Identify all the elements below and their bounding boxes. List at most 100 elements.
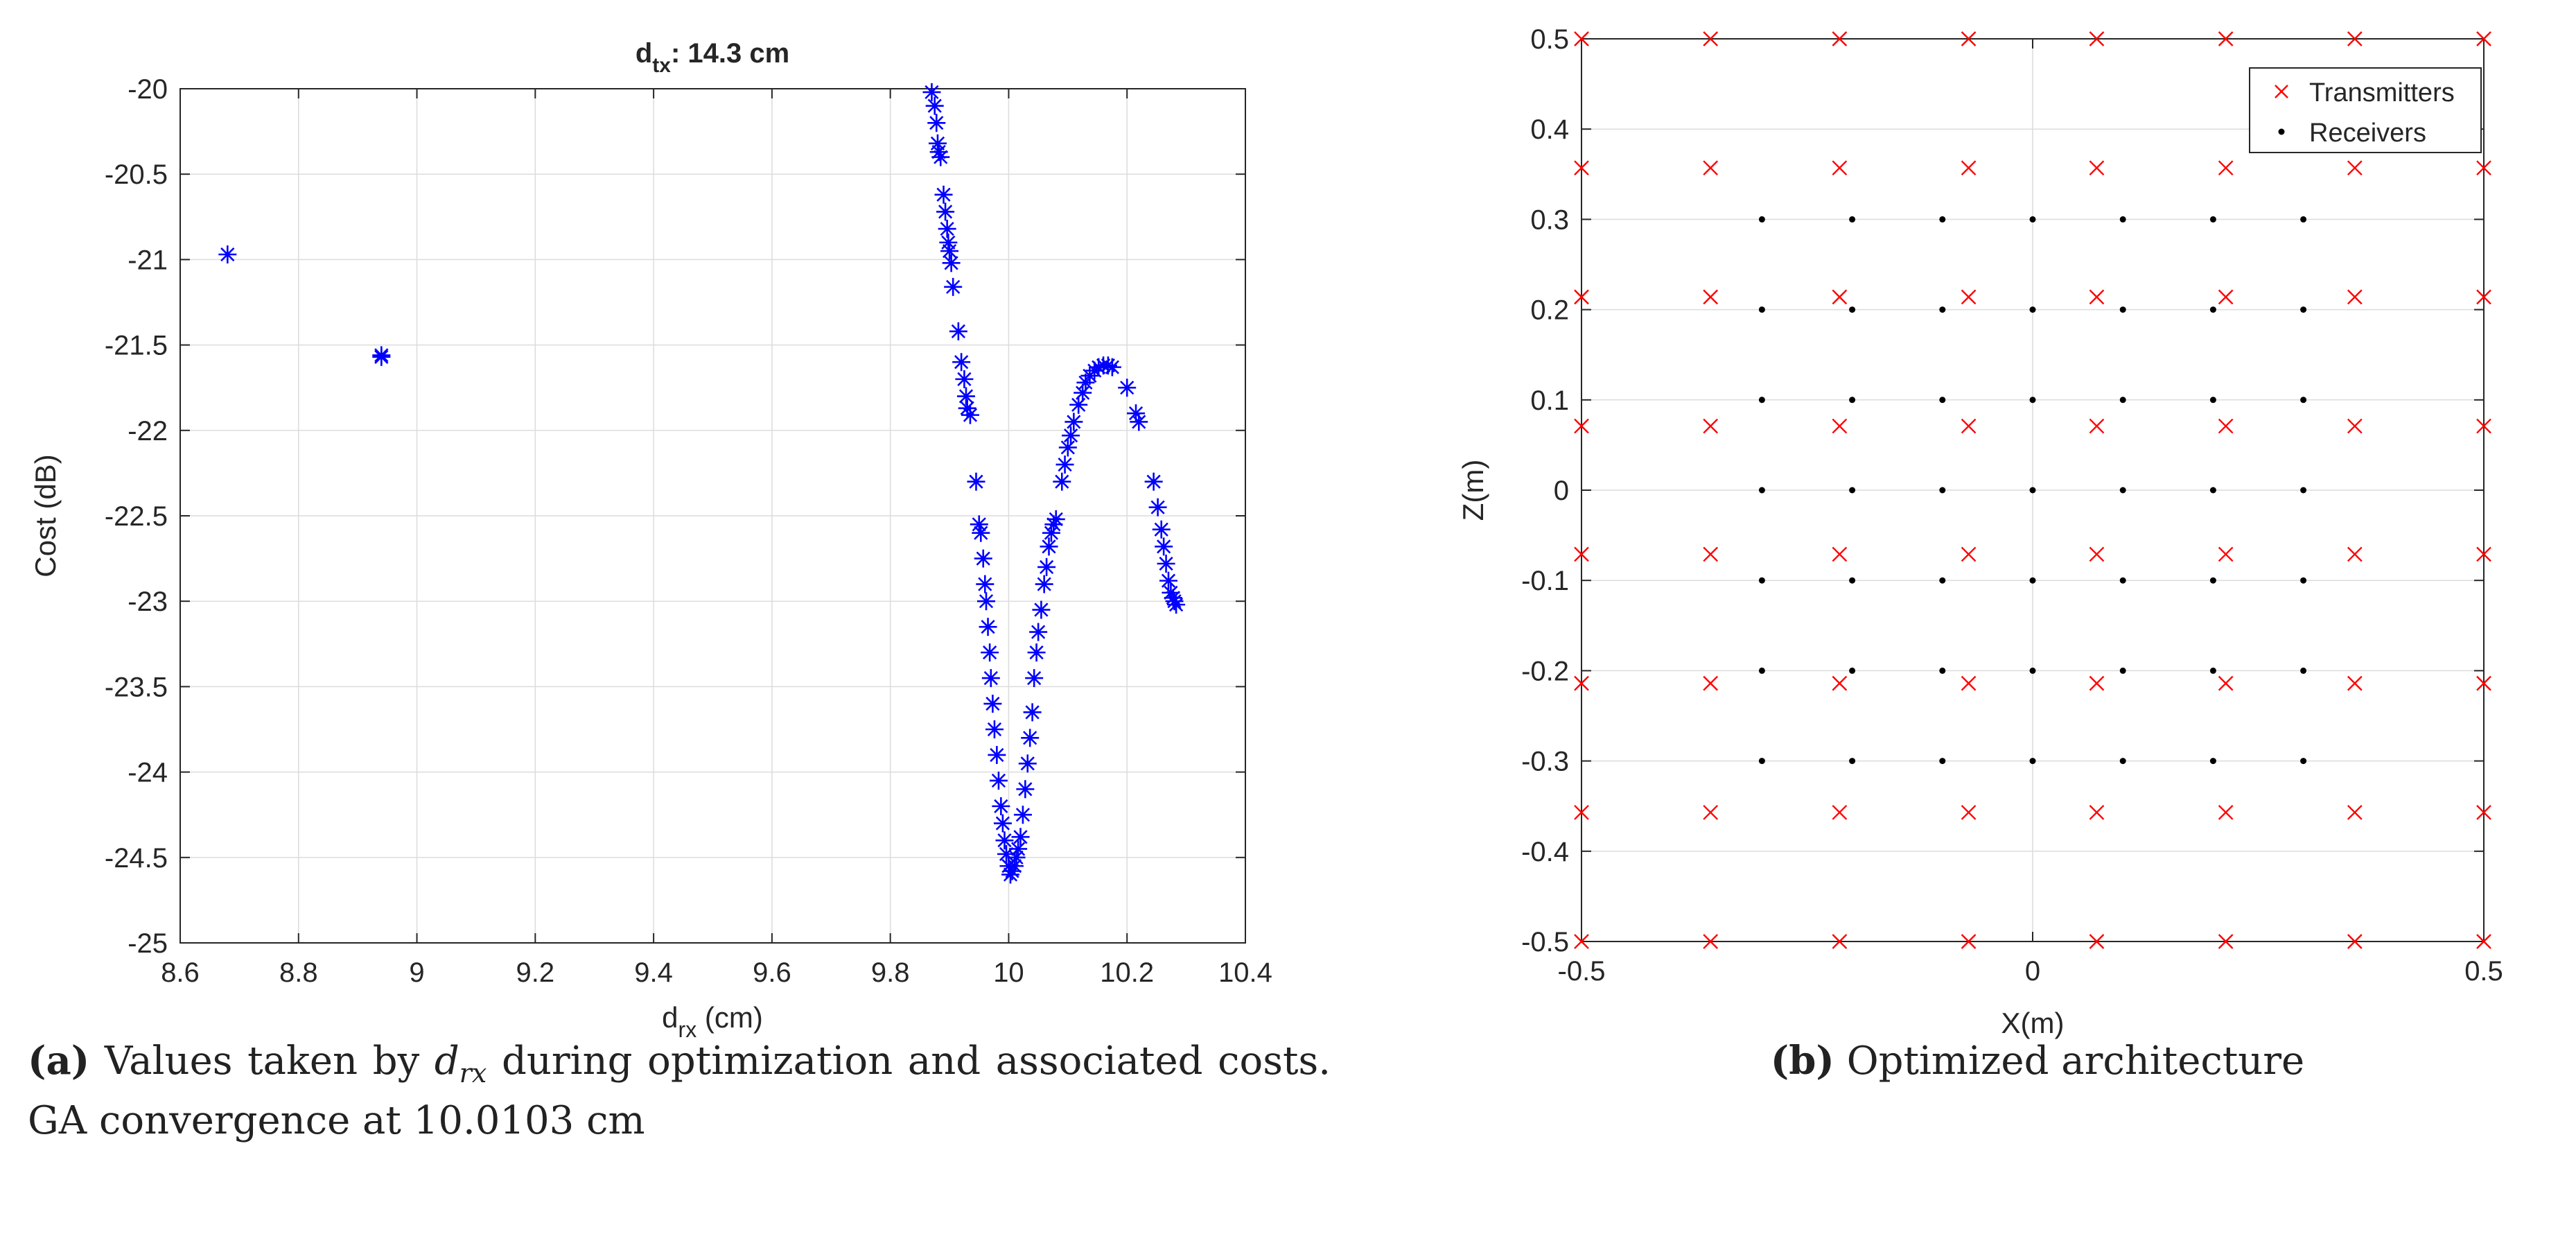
series-cost-points	[218, 83, 1186, 884]
legend: Transmitters Receivers	[2249, 67, 2482, 153]
transmitter-marker	[2218, 934, 2234, 949]
x-tick-label: 0.5	[2464, 956, 2503, 987]
y-tick-label: 0.4	[1530, 114, 1569, 145]
transmitter-marker	[2347, 546, 2363, 562]
transmitter-marker	[2089, 546, 2105, 562]
cost-point	[1007, 848, 1026, 867]
transmitter-marker	[2476, 31, 2491, 46]
transmitter-marker	[1961, 675, 1977, 691]
receiver-marker	[1758, 306, 1765, 313]
transmitter-marker	[1832, 160, 1848, 176]
receiver-marker	[1939, 216, 1946, 223]
transmitter-marker	[2089, 804, 2105, 820]
x-tick-label: 9.8	[871, 957, 910, 988]
receiver-marker	[2300, 216, 2307, 223]
receiver-marker	[2209, 667, 2216, 674]
y-tick-label: -22	[128, 416, 168, 446]
cost-point	[1118, 379, 1137, 397]
cost-point	[974, 549, 992, 568]
cost-point	[1029, 623, 1048, 641]
transmitter-marker	[1703, 160, 1719, 176]
caption-a-var-main: d	[434, 1039, 459, 1084]
cost-point	[967, 472, 985, 491]
receiver-marker	[1758, 216, 1765, 223]
cost-point	[1046, 510, 1065, 528]
title-sub: tx	[652, 54, 671, 77]
receiver-marker	[2300, 306, 2307, 313]
receiver-marker	[1849, 487, 1856, 494]
transmitter-marker	[1832, 934, 1848, 949]
receiver-marker	[2029, 758, 2036, 765]
transmitter-marker	[2347, 418, 2363, 434]
y-tick-label: -20.5	[105, 159, 168, 190]
transmitter-marker	[2476, 546, 2491, 562]
title-rest: : 14.3 cm	[671, 38, 789, 69]
cost-point	[1053, 472, 1071, 491]
y-tick-label: 0.3	[1530, 205, 1569, 235]
y-tick-label: -21.5	[105, 331, 168, 361]
x-tick-label: -0.5	[1558, 956, 1606, 987]
transmitter-marker	[1703, 418, 1719, 434]
legend-label-receivers: Receivers	[2309, 119, 2426, 148]
transmitter-marker	[1574, 804, 1589, 820]
cost-point	[1016, 780, 1035, 799]
cost-point	[940, 242, 959, 261]
chart-optimized-architecture: -0.5 0 0.5 0.5 0.4 0.3 0.2 0.1 0 -0.1 -0.2 -0.3 -0.4…	[1457, 24, 2503, 1039]
receiver-marker	[1758, 667, 1765, 674]
receiver-marker	[2209, 758, 2216, 765]
transmitter-marker	[2218, 804, 2234, 820]
receiver-marker	[2119, 577, 2126, 584]
cost-point	[931, 148, 950, 166]
transmitter-marker	[2347, 934, 2363, 949]
xlabel-main: d	[662, 1001, 678, 1034]
receiver-marker	[1849, 216, 1856, 223]
cost-point	[1064, 413, 1083, 431]
receiver-marker	[2119, 667, 2126, 674]
cost-point	[936, 202, 955, 221]
transmitter-marker	[2476, 160, 2491, 176]
cost-point	[1055, 455, 1074, 474]
cost-point	[1021, 729, 1040, 747]
cost-point	[989, 771, 1008, 790]
cost-point	[1167, 596, 1186, 614]
cost-point	[979, 618, 997, 636]
receiver-marker	[2029, 577, 2036, 584]
y-tick-label: 0.2	[1530, 295, 1569, 326]
transmitter-marker	[1832, 546, 1848, 562]
cost-point	[1025, 669, 1044, 688]
transmitter-marker	[2476, 675, 2491, 691]
x-tick-label: 9.4	[634, 957, 673, 988]
transmitter-marker	[2347, 31, 2363, 46]
cost-point	[944, 277, 963, 296]
cost-point	[372, 347, 391, 366]
cost-point	[1013, 806, 1032, 824]
cost-point	[992, 797, 1010, 815]
cost-point	[1159, 571, 1177, 590]
transmitter-marker	[1961, 31, 1977, 46]
receiver-marker	[1939, 667, 1946, 674]
cost-point	[927, 114, 946, 132]
cost-point	[1148, 498, 1167, 517]
cost-point	[981, 643, 999, 662]
receiver-marker	[1939, 577, 1946, 584]
cost-point	[938, 220, 956, 238]
transmitter-marker	[2476, 934, 2491, 949]
cost-point	[1127, 404, 1146, 423]
transmitter-marker	[2089, 675, 2105, 691]
cost-point	[1027, 643, 1046, 662]
cost-point	[1152, 520, 1171, 539]
receiver-marker	[2300, 758, 2307, 765]
legend-marker-transmitters	[2275, 85, 2288, 98]
transmitter-marker	[2089, 418, 2105, 434]
cost-point	[1144, 472, 1163, 491]
y-tick-label: -20	[128, 74, 168, 105]
cost-point	[955, 370, 974, 388]
ticks-b: -0.5 0 0.5 0.5 0.4 0.3 0.2 0.1 0 -0.1 -0.2 -0.3 -0.4…	[1521, 24, 2503, 987]
receiver-marker	[2029, 487, 2036, 494]
legend-label-transmitters: Transmitters	[2309, 78, 2455, 107]
x-tick-label: 9.2	[516, 957, 555, 988]
transmitter-marker	[1574, 160, 1589, 176]
receiver-marker	[2119, 487, 2126, 494]
transmitter-marker	[1832, 804, 1848, 820]
